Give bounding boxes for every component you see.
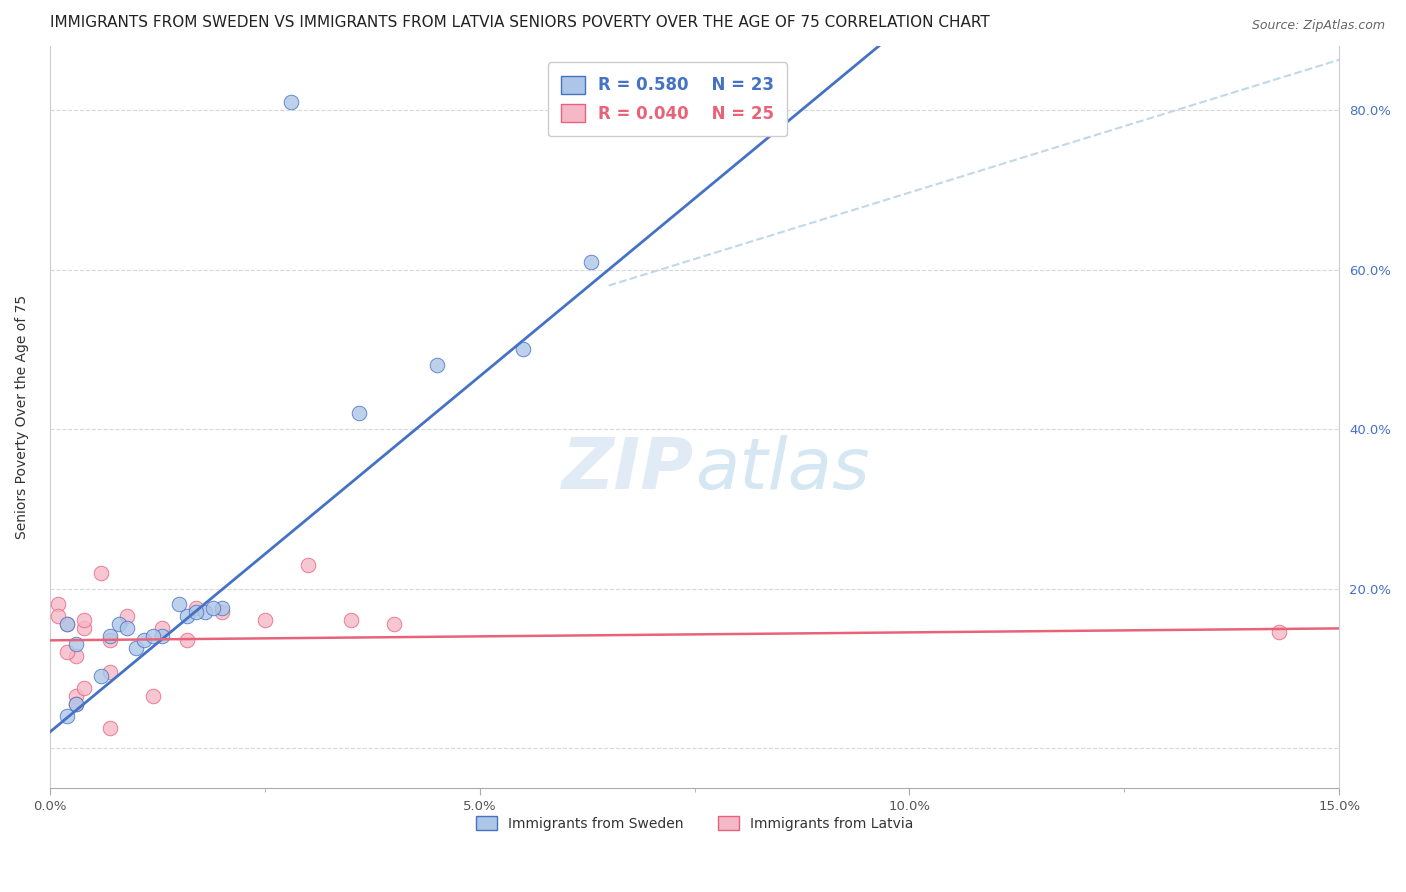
Point [184, 606, 207, 620]
Legend: Immigrants from Sweden, Immigrants from Latvia: Immigrants from Sweden, Immigrants from … [470, 811, 920, 837]
Point [150, 621, 173, 635]
Point [56, 617, 79, 632]
Point [98, 721, 121, 735]
Point [65, 689, 87, 703]
Point [125, 641, 148, 656]
Text: atlas: atlas [695, 434, 869, 504]
Point [211, 601, 233, 615]
Point [339, 614, 361, 628]
Point [56, 709, 79, 723]
Point [98, 633, 121, 648]
Point [98, 629, 121, 643]
Point [184, 601, 207, 615]
Point [56, 645, 79, 659]
Point [73, 614, 96, 628]
Y-axis label: Seniors Poverty Over the Age of 75: Seniors Poverty Over the Age of 75 [15, 295, 30, 539]
Point [382, 617, 405, 632]
Point [1268, 625, 1291, 640]
Point [65, 697, 87, 711]
Point [176, 633, 198, 648]
Point [107, 617, 129, 632]
Point [297, 558, 319, 572]
Text: IMMIGRANTS FROM SWEDEN VS IMMIGRANTS FROM LATVIA SENIORS POVERTY OVER THE AGE OF: IMMIGRANTS FROM SWEDEN VS IMMIGRANTS FRO… [49, 15, 990, 30]
Point [176, 609, 198, 624]
Text: Source: ZipAtlas.com: Source: ZipAtlas.com [1251, 19, 1385, 31]
Point [90, 669, 112, 683]
Point [211, 606, 233, 620]
Point [65, 697, 87, 711]
Point [65, 649, 87, 664]
Point [142, 689, 165, 703]
Point [142, 629, 165, 643]
Point [115, 609, 138, 624]
Point [65, 637, 87, 651]
Point [115, 621, 138, 635]
Point [150, 629, 173, 643]
Point [90, 566, 112, 580]
Point [349, 406, 371, 420]
Point [581, 254, 603, 268]
Point [193, 606, 215, 620]
Point [134, 633, 156, 648]
Point [202, 601, 225, 615]
Text: ZIP: ZIP [562, 434, 695, 504]
Point [48, 609, 70, 624]
Point [512, 343, 534, 357]
Point [56, 617, 79, 632]
Point [98, 665, 121, 680]
Point [280, 95, 302, 110]
Point [73, 621, 96, 635]
Point [426, 359, 449, 373]
Point [167, 598, 190, 612]
Point [253, 614, 276, 628]
Point [48, 598, 70, 612]
Point [73, 681, 96, 696]
